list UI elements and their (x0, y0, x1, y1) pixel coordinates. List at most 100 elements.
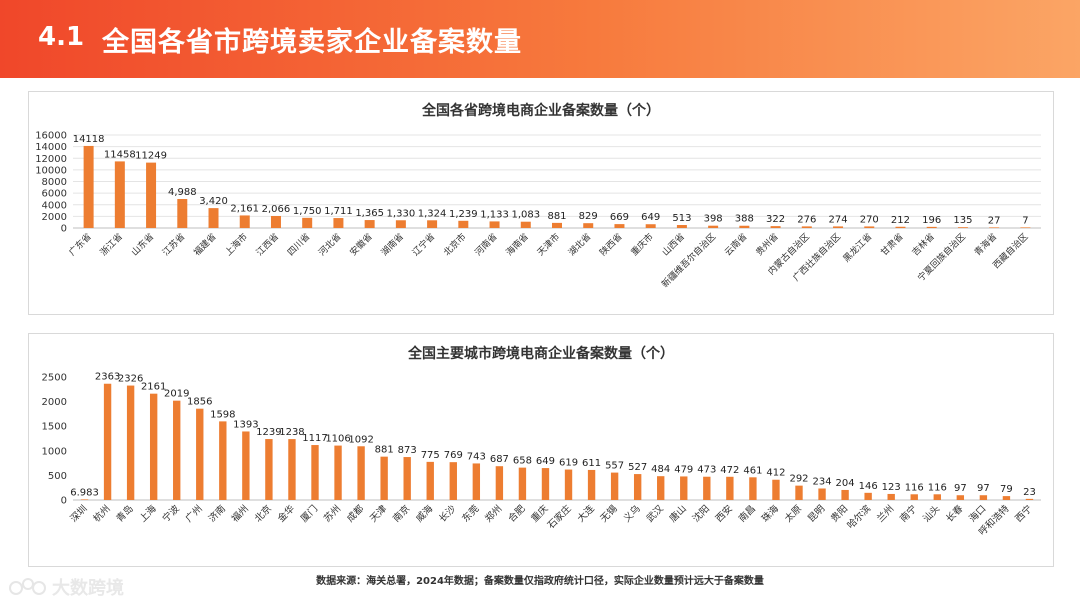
data-label: 513 (672, 213, 691, 224)
data-label: 196 (922, 215, 941, 226)
bar (449, 462, 457, 500)
bar (1025, 498, 1034, 500)
bar (114, 161, 125, 228)
brand-logo-icon (9, 578, 46, 595)
bar (1020, 227, 1031, 228)
data-label: 11458 (104, 149, 136, 160)
category-label: 重庆市 (628, 231, 656, 259)
bar (1002, 496, 1011, 500)
data-label: 97 (977, 483, 990, 494)
data-label: 484 (651, 464, 670, 475)
category-label: 成都 (344, 502, 366, 524)
category-label: 珠海 (759, 502, 781, 524)
bar (910, 494, 918, 500)
category-label: 东莞 (460, 502, 482, 524)
bar (610, 472, 619, 500)
category-label: 江西省 (254, 231, 282, 259)
category-label: 长沙 (436, 502, 458, 524)
category-label: 福州 (229, 503, 251, 525)
bar (489, 221, 500, 228)
data-label: 1,133 (480, 209, 509, 220)
data-label: 2363 (95, 372, 120, 383)
bar (645, 224, 656, 228)
data-label: 461 (743, 465, 762, 476)
data-label: 234 (813, 476, 832, 487)
y-tick-label: 8000 (42, 177, 67, 188)
bar (146, 162, 157, 228)
bar (703, 476, 711, 500)
category-label: 陕西省 (597, 231, 625, 259)
data-label: 212 (891, 215, 910, 226)
bar (726, 476, 734, 500)
city-chart-panel: 全国主要城市跨境电商企业备案数量（个） 0 500 1000 1500 2000 2500… (28, 333, 1054, 567)
category-label: 西安 (713, 503, 735, 525)
category-label: 吉林省 (909, 231, 937, 259)
data-label: 2326 (118, 374, 143, 385)
category-label: 郑州 (483, 503, 505, 525)
category-label: 沈阳 (690, 503, 712, 525)
data-label: 97 (954, 483, 967, 494)
bar (770, 226, 781, 228)
data-label: 775 (421, 450, 440, 461)
city-bar-chart: 0 500 1000 1500 2000 2500 6.983 深圳 2363 杭州 2326 青岛 2… (42, 372, 1041, 538)
data-label: 1238 (279, 427, 304, 438)
y-tick-label: 4000 (42, 200, 67, 211)
bar (83, 145, 94, 228)
category-label: 兰州 (874, 503, 896, 525)
bar (633, 474, 642, 500)
data-label: 619 (559, 458, 578, 469)
watermark: 大数跨境 (8, 574, 124, 600)
data-label: 649 (536, 456, 555, 467)
data-label: 1,083 (511, 210, 540, 221)
category-label: 海南省 (503, 231, 531, 259)
bar (933, 494, 941, 500)
category-label: 太原 (782, 503, 804, 525)
category-label: 杭州 (91, 503, 113, 525)
data-label: 1393 (233, 419, 258, 430)
bar (458, 220, 469, 228)
bar (864, 226, 875, 228)
data-label: 687 (490, 454, 509, 465)
data-label: 4,988 (168, 187, 197, 198)
bar (177, 199, 188, 228)
y-tick-label: 16000 (35, 131, 67, 142)
y-tick-label: 1500 (42, 422, 67, 433)
category-label: 汕头 (920, 503, 942, 525)
city-chart-title: 全国主要城市跨境电商企业备案数量（个） (408, 346, 674, 362)
section-title: 全国各省市跨境卖家企业备案数量 (102, 27, 522, 58)
y-tick-label: 14000 (35, 142, 67, 153)
data-label: 388 (735, 214, 754, 225)
category-label: 江苏省 (160, 231, 188, 259)
bar (818, 488, 826, 500)
data-label: 204 (836, 478, 855, 489)
bar (708, 225, 719, 228)
data-label: 1856 (187, 397, 212, 408)
y-tick-label: 0 (61, 496, 67, 507)
data-label: 743 (467, 451, 486, 462)
category-label: 河北省 (316, 231, 344, 259)
bar (427, 220, 438, 228)
data-label: 649 (641, 212, 660, 223)
data-label: 123 (882, 482, 901, 493)
category-label: 云南省 (722, 231, 750, 259)
category-label: 苏州 (321, 503, 343, 525)
category-label: 威海 (413, 502, 435, 524)
category-label: 河南省 (472, 231, 500, 259)
bar (311, 445, 319, 500)
data-label: 79 (1000, 484, 1013, 495)
category-label: 新疆维吾尔自治区 (659, 231, 718, 290)
category-label: 贵州省 (753, 231, 781, 259)
category-label: 哈尔滨 (845, 502, 874, 531)
data-label: 276 (797, 214, 816, 225)
bar (926, 226, 937, 228)
data-label: 829 (579, 211, 598, 222)
data-label: 1,330 (387, 208, 416, 219)
bar (749, 477, 757, 500)
category-label: 深圳 (68, 503, 89, 524)
y-tick-label: 500 (48, 471, 67, 482)
data-label: 1,711 (324, 206, 353, 217)
category-label: 长春 (944, 502, 966, 524)
category-label: 唐山 (667, 503, 689, 525)
category-label: 福建省 (191, 231, 219, 259)
